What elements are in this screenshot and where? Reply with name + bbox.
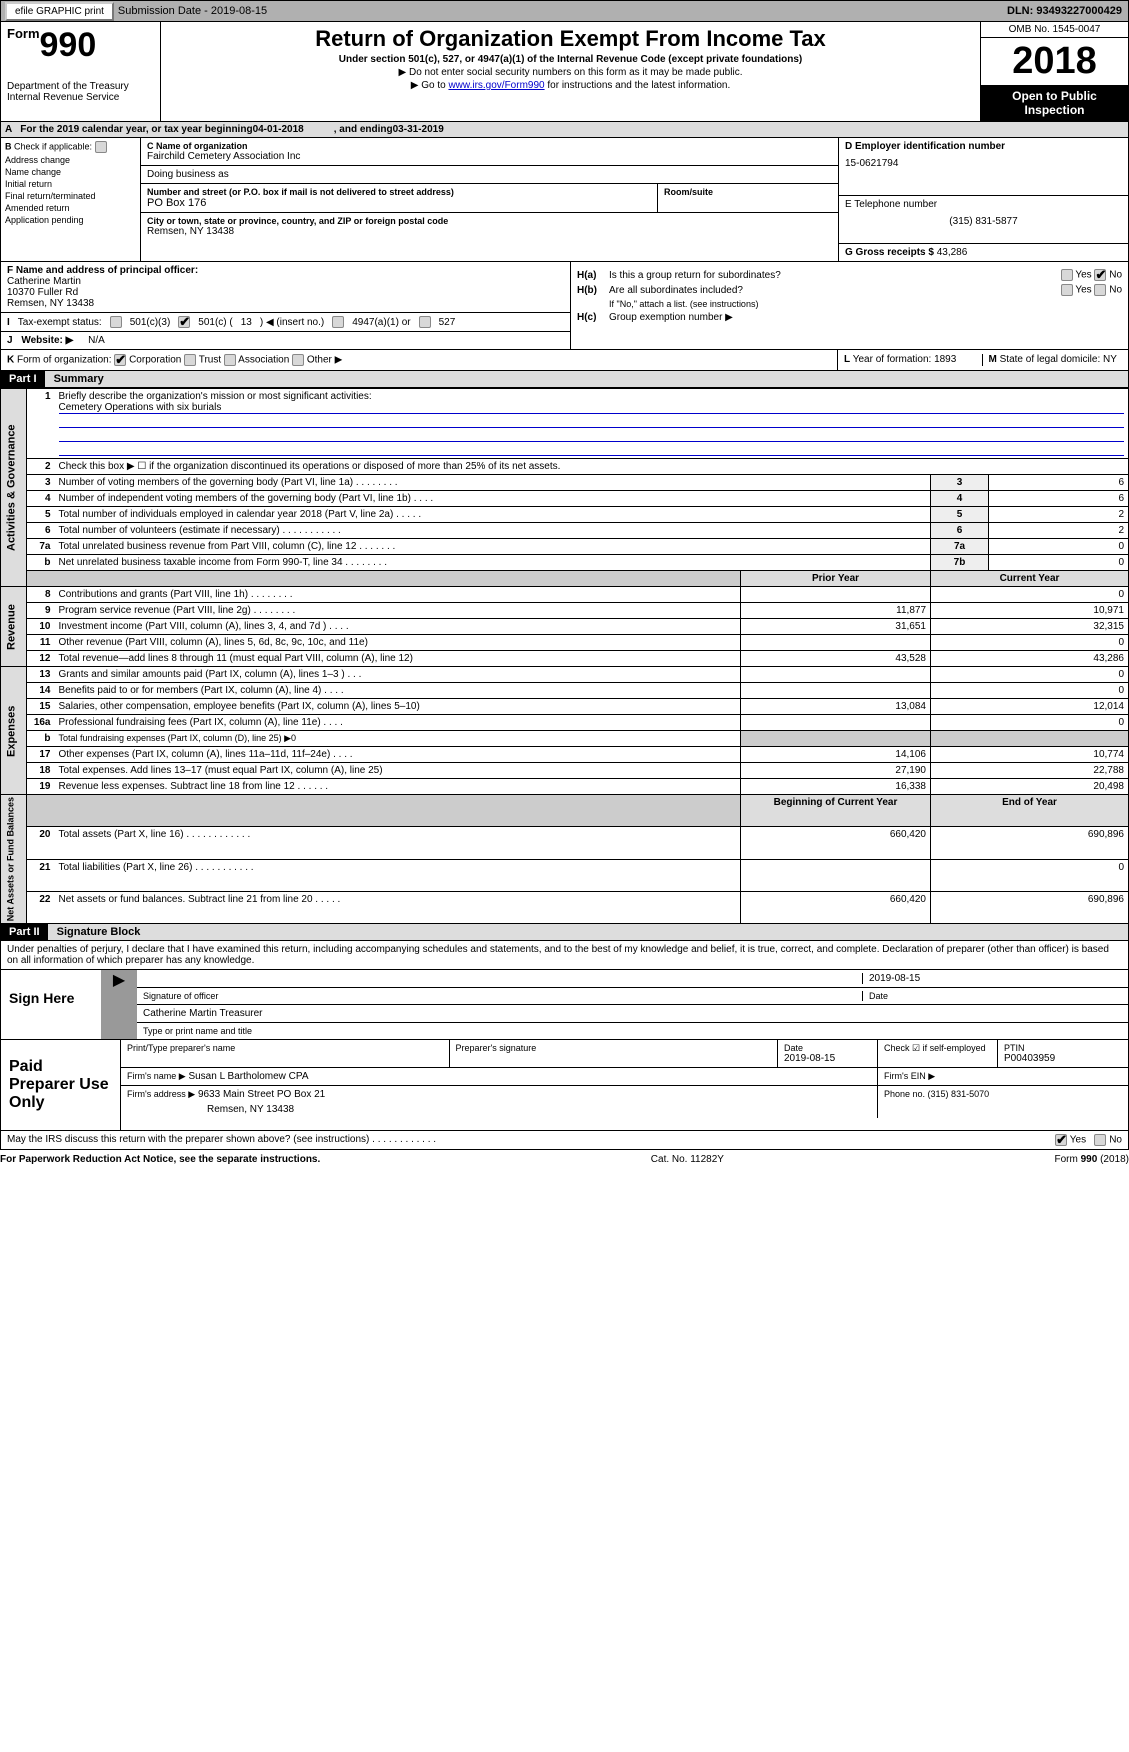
cb-amended-return: Amended return: [5, 203, 136, 213]
sign-here-label: Sign Here: [1, 970, 101, 1039]
row-k: K Form of organization: Corporation Trus…: [0, 350, 1129, 371]
cb-discuss-no[interactable]: [1094, 1134, 1106, 1146]
dba-label: Doing business as: [147, 169, 832, 180]
cb-address-change: Address change: [5, 155, 136, 165]
officer-name: Catherine Martin: [7, 276, 564, 287]
cb-hb-yes[interactable]: [1061, 284, 1073, 296]
cb-hb-no[interactable]: [1094, 284, 1106, 296]
street: PO Box 176: [147, 197, 651, 209]
form-note-2: ▶ Go to www.irs.gov/Form990 for instruct…: [169, 80, 972, 91]
form-note-1: ▶ Do not enter social security numbers o…: [169, 67, 972, 78]
gross-label: G Gross receipts $: [845, 247, 937, 258]
vert-net: Net Assets or Fund Balances: [1, 795, 27, 924]
vert-rev: Revenue: [1, 587, 27, 667]
cb-501c[interactable]: [178, 316, 190, 328]
paid-prep-label: Paid Preparer Use Only: [1, 1040, 121, 1130]
gross-receipts: 43,286: [937, 247, 968, 258]
telephone: (315) 831-5877: [845, 216, 1122, 227]
street-label: Number and street (or P.O. box if mail i…: [147, 187, 651, 197]
perjury-text: Under penalties of perjury, I declare th…: [1, 941, 1128, 970]
section-fhi: F Name and address of principal officer:…: [0, 262, 1129, 350]
open-public-badge: Open to Public Inspection: [981, 85, 1128, 121]
room-label: Room/suite: [664, 187, 832, 197]
cb-ha-no[interactable]: [1094, 269, 1106, 281]
cb-corp[interactable]: [114, 354, 126, 366]
footer-right: Form 990 (2018): [1055, 1154, 1129, 1165]
name-title-label: Type or print name and title: [143, 1026, 1122, 1036]
sign-date: 2019-08-15: [862, 973, 1122, 984]
submission-date-label: Submission Date - 2019-08-15: [118, 5, 267, 17]
org-name: Fairchild Cemetery Association Inc: [147, 151, 832, 162]
part2-header: Part II Signature Block: [0, 924, 1129, 941]
cb-trust[interactable]: [184, 354, 196, 366]
footer: For Paperwork Reduction Act Notice, see …: [0, 1150, 1129, 1169]
part1-header: Part I Summary: [0, 371, 1129, 388]
vert-exp: Expenses: [1, 667, 27, 795]
dln: DLN: 93493227000429: [1007, 5, 1122, 17]
footer-left: For Paperwork Reduction Act Notice, see …: [0, 1154, 320, 1165]
department: Department of the Treasury Internal Reve…: [7, 81, 154, 103]
city: Remsen, NY 13438: [147, 226, 832, 237]
cb-application-pending: Application pending: [5, 215, 136, 225]
cb-assoc[interactable]: [224, 354, 236, 366]
omb-number: OMB No. 1545-0047: [981, 22, 1128, 38]
tax-year: 2018: [981, 38, 1128, 85]
ein: 15-0621794: [845, 158, 1122, 169]
cb-discuss-yes[interactable]: [1055, 1134, 1067, 1146]
section-bcd: B Check if applicable: Address change Na…: [0, 138, 1129, 262]
form-header: Form990 Department of the Treasury Inter…: [0, 22, 1129, 122]
cb-501c3[interactable]: [110, 316, 122, 328]
cb-initial-return: Initial return: [5, 179, 136, 189]
paid-preparer: Paid Preparer Use Only Print/Type prepar…: [0, 1040, 1129, 1150]
vert-gov: Activities & Governance: [1, 389, 27, 587]
arrow-icon: ▶: [101, 970, 137, 1039]
website-value: N/A: [88, 335, 105, 346]
ein-label: D Employer identification number: [845, 141, 1122, 152]
officer-name-title: Catherine Martin Treasurer: [143, 1008, 1122, 1019]
top-bar: efile GRAPHIC print Submission Date - 20…: [0, 0, 1129, 22]
row-a: A For the 2019 calendar year, or tax yea…: [0, 122, 1129, 138]
cb-final-return: Final return/terminated: [5, 191, 136, 201]
form-subtitle: Under section 501(c), 527, or 4947(a)(1)…: [169, 54, 972, 65]
name-label: C Name of organization: [147, 141, 832, 151]
sig-officer-label: Signature of officer: [143, 991, 862, 1001]
officer-street: 10370 Fuller Rd: [7, 287, 564, 298]
officer-city: Remsen, NY 13438: [7, 298, 564, 309]
efile-button[interactable]: efile GRAPHIC print: [5, 2, 114, 21]
cb-527[interactable]: [419, 316, 431, 328]
officer-label: F Name and address of principal officer:: [7, 265, 564, 276]
signature-section: Under penalties of perjury, I declare th…: [0, 941, 1129, 1040]
cb-other[interactable]: [292, 354, 304, 366]
cb-4947[interactable]: [332, 316, 344, 328]
form-990-logo: Form990: [7, 26, 154, 65]
discuss-text: May the IRS discuss this return with the…: [7, 1134, 1055, 1146]
city-label: City or town, state or province, country…: [147, 216, 832, 226]
summary-table: Activities & Governance 1 Briefly descri…: [0, 388, 1129, 924]
footer-center: Cat. No. 11282Y: [651, 1154, 724, 1165]
checkbox-icon[interactable]: [95, 141, 107, 153]
date-label: Date: [862, 991, 1122, 1001]
irs-link[interactable]: www.irs.gov/Form990: [448, 80, 544, 91]
hb-note: If "No," attach a list. (see instruction…: [609, 299, 1122, 309]
cb-ha-yes[interactable]: [1061, 269, 1073, 281]
form-title: Return of Organization Exempt From Incom…: [169, 26, 972, 52]
tel-label: E Telephone number: [845, 199, 1122, 210]
cb-name-change: Name change: [5, 167, 136, 177]
mission-text: Cemetery Operations with six burials: [59, 402, 1125, 414]
